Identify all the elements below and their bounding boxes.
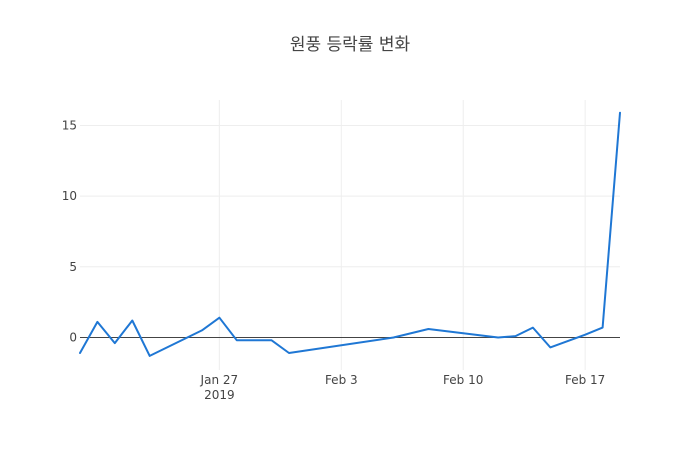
x-tick-label: Feb 3 — [325, 373, 358, 387]
data-point[interactable] — [269, 337, 275, 343]
data-point[interactable] — [425, 326, 431, 332]
x-tick-label: Feb 17 — [565, 373, 605, 387]
data-point[interactable] — [129, 318, 135, 324]
data-point[interactable] — [234, 337, 240, 343]
grid-layer — [80, 100, 620, 370]
data-point[interactable] — [391, 335, 397, 341]
y-tick-label: 10 — [62, 189, 77, 203]
chart-title: 원풍 등락률 변화 — [290, 35, 411, 55]
data-point[interactable] — [216, 315, 222, 321]
data-point[interactable] — [530, 325, 536, 331]
y-tick-label: 15 — [62, 118, 77, 132]
x-tick-label: Feb 10 — [443, 373, 483, 387]
data-point[interactable] — [77, 350, 83, 356]
data-point[interactable] — [94, 319, 100, 325]
data-point[interactable] — [582, 332, 588, 338]
y-tick-label: 0 — [69, 330, 77, 344]
data-point[interactable] — [600, 325, 606, 331]
data-point[interactable] — [547, 344, 553, 350]
x-tick-label: Jan 27 — [200, 373, 239, 387]
series-layer — [77, 110, 623, 359]
data-point[interactable] — [147, 353, 153, 359]
data-point[interactable] — [112, 340, 118, 346]
y-tick-label: 5 — [69, 260, 77, 274]
series-line — [79, 111, 621, 357]
data-point[interactable] — [199, 327, 205, 333]
data-point[interactable] — [495, 335, 501, 341]
data-point[interactable] — [460, 330, 466, 336]
data-point[interactable] — [617, 110, 623, 116]
data-point[interactable] — [286, 350, 292, 356]
x-tick-sublabel: 2019 — [204, 388, 235, 402]
data-point[interactable] — [513, 333, 519, 339]
